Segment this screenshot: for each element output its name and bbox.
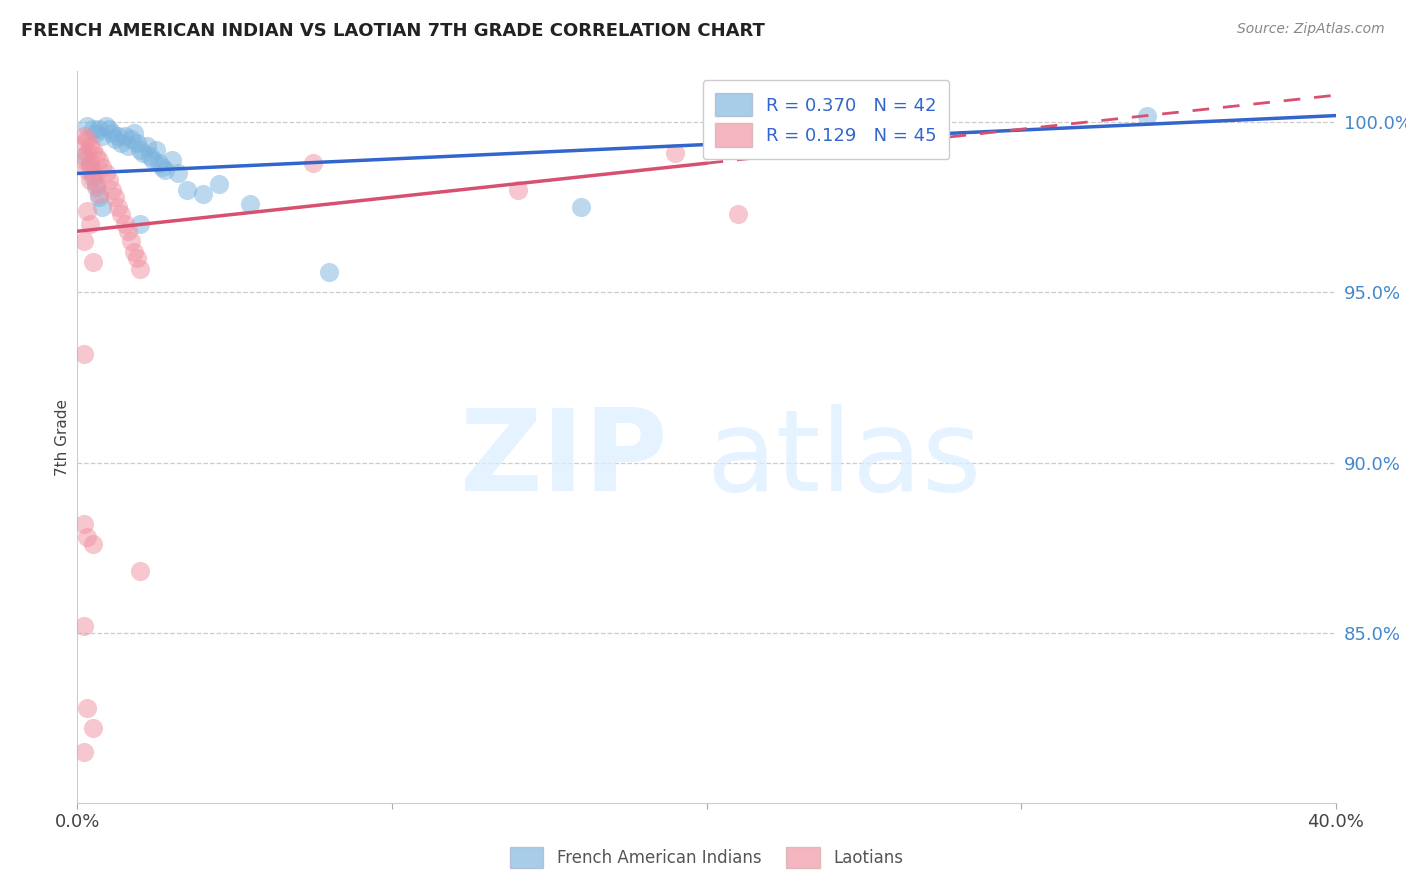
Text: Source: ZipAtlas.com: Source: ZipAtlas.com [1237, 22, 1385, 37]
Point [94, 119, 117, 133]
Point [84, 177, 107, 191]
Point [129, 565, 152, 579]
Point [91, 160, 114, 174]
Point [239, 197, 262, 211]
Point [138, 149, 160, 163]
Point [72, 619, 94, 633]
Point [208, 177, 231, 191]
Point [127, 136, 149, 150]
Point [129, 261, 152, 276]
Point [79, 173, 101, 187]
Point [76, 163, 98, 178]
Point [176, 183, 198, 197]
Point [104, 132, 127, 146]
Point [82, 255, 104, 269]
Point [101, 183, 124, 197]
Point [664, 146, 686, 161]
Point [117, 139, 139, 153]
Point [120, 235, 142, 249]
Point [110, 136, 132, 150]
Point [72, 745, 94, 759]
Point [72, 516, 94, 531]
Point [89, 153, 111, 167]
Point [79, 218, 101, 232]
Point [82, 169, 104, 184]
Point [72, 149, 94, 163]
Point [302, 156, 325, 170]
Point [84, 126, 107, 140]
Point [107, 128, 129, 143]
Point [76, 531, 98, 545]
Point [122, 244, 145, 259]
Point [84, 180, 107, 194]
Point [114, 128, 136, 143]
Y-axis label: 7th Grade: 7th Grade [55, 399, 70, 475]
Point [97, 122, 120, 136]
Point [72, 136, 94, 150]
Point [76, 203, 98, 218]
Point [76, 700, 98, 714]
Point [191, 186, 215, 201]
Point [79, 139, 101, 153]
Point [150, 160, 173, 174]
Point [82, 166, 104, 180]
Point [79, 156, 101, 170]
Point [82, 537, 104, 551]
Legend: French American Indians, Laotians: French American Indians, Laotians [503, 840, 910, 875]
Point [91, 128, 114, 143]
Point [506, 183, 529, 197]
Point [84, 149, 107, 163]
Point [167, 166, 190, 180]
Point [72, 347, 94, 361]
Point [790, 132, 813, 146]
Point [129, 143, 152, 157]
Point [89, 190, 111, 204]
Point [94, 166, 117, 180]
Point [79, 160, 101, 174]
Point [318, 265, 340, 279]
Point [148, 156, 170, 170]
Point [76, 146, 98, 161]
Point [72, 128, 94, 143]
Point [72, 235, 94, 249]
Point [160, 153, 183, 167]
Point [132, 146, 155, 161]
Point [91, 201, 114, 215]
Point [104, 190, 127, 204]
Text: ZIP: ZIP [460, 403, 669, 515]
Point [127, 252, 149, 266]
Point [142, 153, 165, 167]
Point [110, 207, 132, 221]
Point [89, 122, 111, 136]
Point [107, 201, 129, 215]
Text: atlas: atlas [707, 403, 981, 515]
Point [117, 224, 139, 238]
Point [727, 207, 749, 221]
Point [101, 126, 124, 140]
Point [145, 143, 167, 157]
Point [76, 132, 98, 146]
Point [569, 201, 592, 215]
Point [1136, 109, 1159, 123]
Point [82, 143, 104, 157]
Point [129, 218, 152, 232]
Point [122, 126, 145, 140]
Point [135, 139, 157, 153]
Point [76, 119, 98, 133]
Point [82, 721, 104, 735]
Point [120, 132, 142, 146]
Point [155, 163, 177, 178]
Point [82, 122, 104, 136]
Point [89, 186, 111, 201]
Point [72, 153, 94, 167]
Point [114, 218, 136, 232]
Text: FRENCH AMERICAN INDIAN VS LAOTIAN 7TH GRADE CORRELATION CHART: FRENCH AMERICAN INDIAN VS LAOTIAN 7TH GR… [21, 22, 765, 40]
Point [97, 173, 120, 187]
